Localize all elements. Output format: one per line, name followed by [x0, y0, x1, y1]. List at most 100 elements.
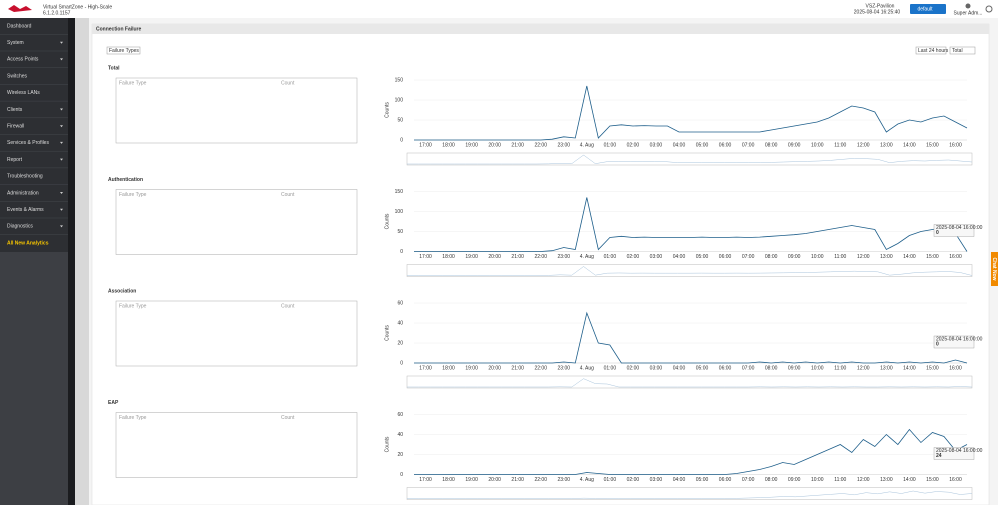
x-tick-label: 15:00 [926, 254, 939, 260]
x-tick-label: 4. Aug [580, 142, 594, 148]
y-axis-label: Counts [384, 102, 390, 118]
menu-item[interactable]: System [7, 40, 24, 46]
table [115, 77, 358, 144]
x-tick-label: 20:00 [488, 254, 501, 260]
menu-item[interactable]: Switches [7, 73, 28, 79]
x-tick-label: 09:00 [788, 254, 801, 260]
help-icon[interactable] [985, 5, 993, 13]
y-axis-label: Counts [384, 325, 390, 341]
x-tick-label: 4. Aug [580, 254, 594, 260]
chat[interactable]: Chat Now [991, 257, 997, 280]
x-tick-label: 04:00 [673, 254, 686, 260]
x-tick-label: 18:00 [442, 254, 455, 260]
x-tick-label: 10:00 [811, 254, 824, 260]
x-tick-label: 20:00 [488, 477, 501, 483]
domain[interactable]: default [917, 6, 933, 12]
x-tick-label: 12:00 [857, 254, 870, 260]
menu-arrow [60, 208, 63, 211]
x-tick-label: 4. Aug [580, 477, 594, 483]
x-tick-label: 06:00 [719, 477, 732, 483]
product: Virtual SmartZone - High-Scale [43, 4, 112, 10]
section-title: Authentication [108, 177, 143, 183]
menu-item[interactable]: Administration [7, 190, 39, 196]
logo [8, 5, 32, 12]
x-tick-label: 08:00 [765, 142, 778, 148]
menu-item[interactable]: Troubleshooting [7, 174, 43, 180]
menu-arrow [60, 225, 63, 228]
filter-label[interactable]: Failure Types [109, 48, 139, 54]
x-tick-label: 16:00 [949, 142, 962, 148]
x-tick-label: 09:00 [788, 365, 801, 371]
x-tick-label: 07:00 [742, 254, 755, 260]
x-tick-label: 11:00 [834, 142, 846, 148]
section-title: Total [108, 65, 120, 71]
menu-item[interactable]: Access Points [7, 57, 39, 63]
x-tick-label: 01:00 [604, 365, 617, 371]
x-tick-label: 04:00 [673, 142, 686, 148]
x-tick-label: 09:00 [788, 477, 801, 483]
x-tick-label: 14:00 [903, 254, 916, 260]
chat-tab[interactable] [991, 252, 998, 286]
table [115, 300, 358, 367]
menu-item[interactable]: Events & Alarms [7, 207, 44, 213]
analytics-link[interactable]: All New Analytics [7, 240, 49, 246]
menu-arrow [60, 125, 63, 128]
x-tick-label: 05:00 [696, 254, 709, 260]
table-header: Count [281, 192, 295, 198]
user[interactable]: Super Adm... [954, 10, 983, 16]
tooltip-value: 0 [936, 230, 939, 236]
x-tick-label: 23:00 [558, 365, 571, 371]
menu-item[interactable]: Report [7, 157, 23, 163]
menu-item[interactable]: Wireless LANs [7, 90, 40, 96]
navigator-line [407, 154, 973, 165]
filter[interactable] [106, 46, 141, 55]
section-title: Association [108, 288, 136, 294]
x-tick-label: 21:00 [511, 365, 524, 371]
menu-item[interactable]: Clients [7, 107, 23, 113]
tooltip-value: 24 [936, 453, 942, 459]
x-tick-label: 4. Aug [580, 365, 594, 371]
menu-item[interactable]: Services & Profiles [7, 140, 49, 146]
x-tick-label: 15:00 [926, 142, 939, 148]
table-header: Failure Type [119, 415, 147, 421]
x-tick-label: 17:00 [419, 254, 432, 260]
y-axis-label: Counts [384, 436, 390, 452]
table [115, 412, 358, 478]
y-tick-label: 50 [397, 229, 403, 235]
menu-arrow [60, 158, 63, 161]
y-tick-label: 150 [395, 189, 404, 195]
tooltip-value: 0 [936, 341, 939, 347]
x-tick-label: 06:00 [719, 365, 732, 371]
domain-button[interactable] [910, 4, 946, 14]
x-tick-label: 13:00 [880, 477, 893, 483]
x-tick-label: 22:00 [534, 365, 547, 371]
panel-header [92, 24, 989, 34]
x-tick-label: 17:00 [419, 477, 432, 483]
x-tick-label: 12:00 [857, 142, 870, 148]
x-tick-label: 10:00 [811, 477, 824, 483]
y-axis-label: Counts [384, 213, 390, 229]
menu-item[interactable]: Firewall [7, 124, 24, 130]
user-icon[interactable] [965, 3, 971, 9]
menu-arrow [60, 58, 63, 61]
x-tick-label: 14:00 [903, 477, 916, 483]
menu-arrow [60, 41, 63, 44]
x-tick-label: 10:00 [811, 142, 824, 148]
y-tick-label: 60 [397, 412, 403, 418]
y-tick-label: 0 [400, 472, 403, 478]
x-tick-label: 07:00 [742, 142, 755, 148]
y-tick-label: 100 [395, 209, 404, 215]
menu-item[interactable]: Dashboard [7, 23, 32, 29]
x-tick-label: 11:00 [834, 254, 846, 260]
scope[interactable] [949, 46, 976, 55]
x-tick-label: 18:00 [442, 142, 455, 148]
range-label[interactable]: Last 24 hours [918, 48, 949, 54]
table-header: Failure Type [119, 80, 147, 86]
range[interactable] [915, 46, 947, 55]
x-tick-label: 14:00 [903, 142, 916, 148]
navigator [406, 152, 973, 166]
menu-item[interactable]: Diagnostics [7, 224, 33, 230]
table-header: Failure Type [119, 192, 147, 198]
x-tick-label: 13:00 [880, 142, 893, 148]
scope-label[interactable]: Total [952, 48, 963, 54]
